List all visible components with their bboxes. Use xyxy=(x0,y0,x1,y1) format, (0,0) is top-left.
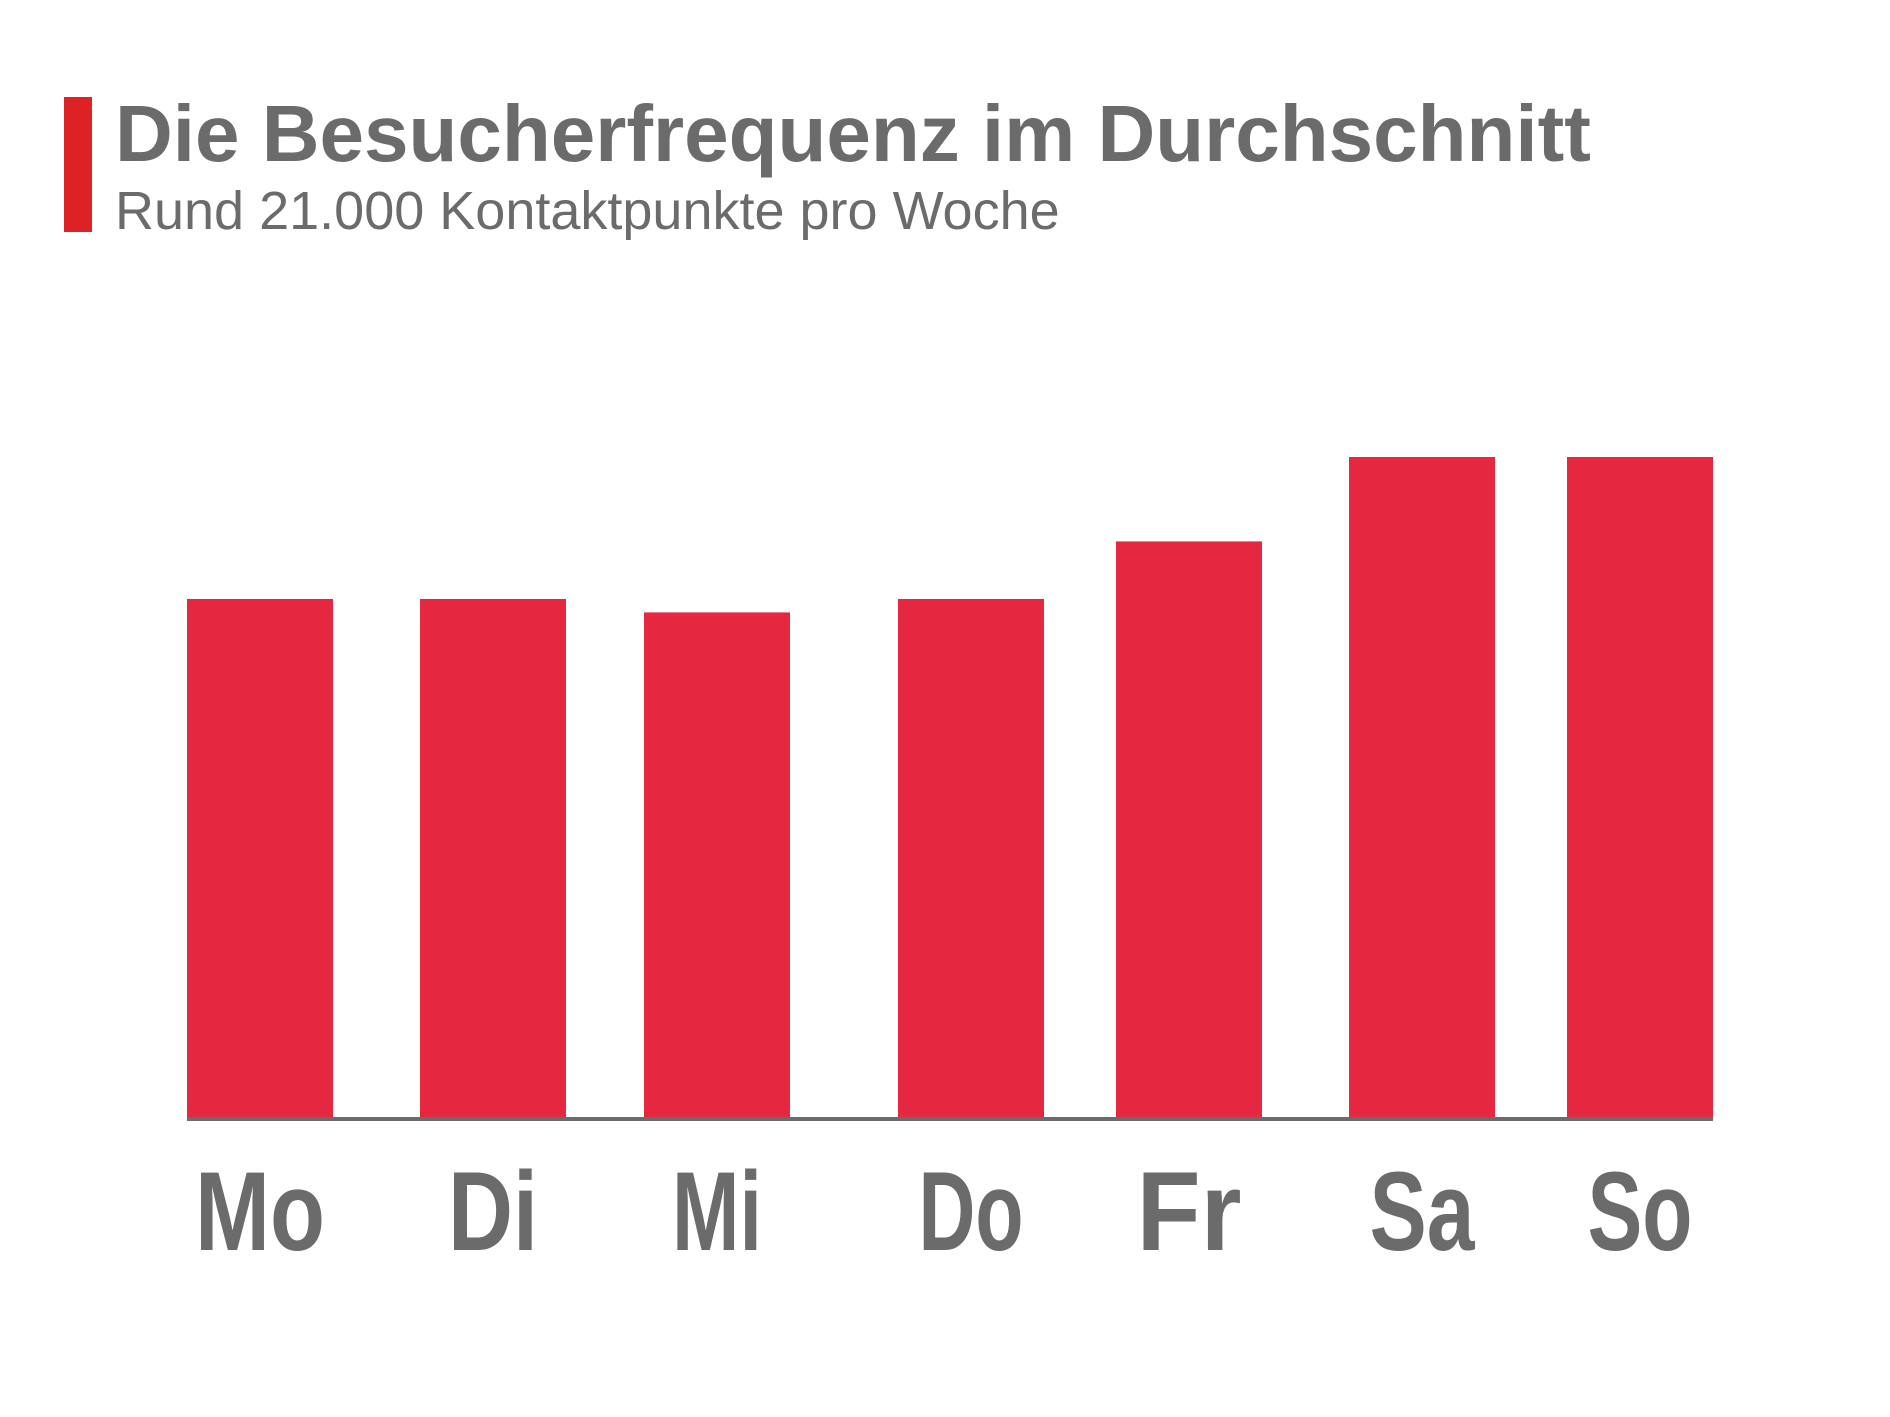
chart-subtitle: Rund 21.000 Kontaktpunkte pro Woche xyxy=(115,181,1060,241)
bar-fr xyxy=(1116,541,1262,1117)
x-tick-label-sa: Sa xyxy=(1370,1149,1476,1274)
x-tick-label-mi: Mi xyxy=(672,1149,762,1274)
bar-di xyxy=(420,598,566,1117)
x-tick-label-so: So xyxy=(1588,1149,1693,1274)
bar-do xyxy=(898,598,1044,1117)
title-accent-bar xyxy=(64,97,92,232)
bar-so xyxy=(1567,457,1713,1117)
x-tick-label-mo: Mo xyxy=(195,1149,325,1274)
bar-mi xyxy=(644,612,790,1117)
x-tick-label-do: Do xyxy=(919,1149,1024,1274)
chart-title: Die Besucherfrequenz im Durchschnitt xyxy=(115,89,1591,178)
x-tick-label-fr: Fr xyxy=(1137,1149,1242,1274)
x-tick-label-di: Di xyxy=(448,1149,538,1274)
bar-sa xyxy=(1349,457,1495,1117)
bar-mo xyxy=(187,598,333,1117)
